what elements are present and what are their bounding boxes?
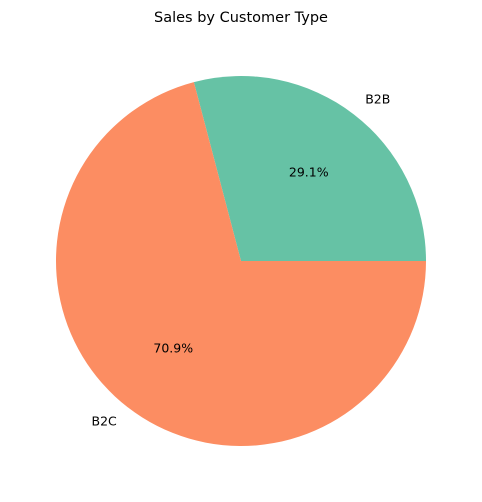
pie-slice-b2c [55, 82, 426, 447]
percent-label-b2b: 29.1% [289, 165, 329, 180]
chart-title: Sales by Customer Type [154, 10, 328, 26]
pie-labels: B2B 29.1% B2C 70.9% [92, 91, 391, 428]
category-label-b2b: B2B [365, 91, 390, 106]
category-label-b2c: B2C [92, 414, 118, 429]
pie-slices [55, 76, 426, 447]
percent-label-b2c: 70.9% [153, 340, 193, 355]
pie-slice-b2b [193, 76, 426, 261]
